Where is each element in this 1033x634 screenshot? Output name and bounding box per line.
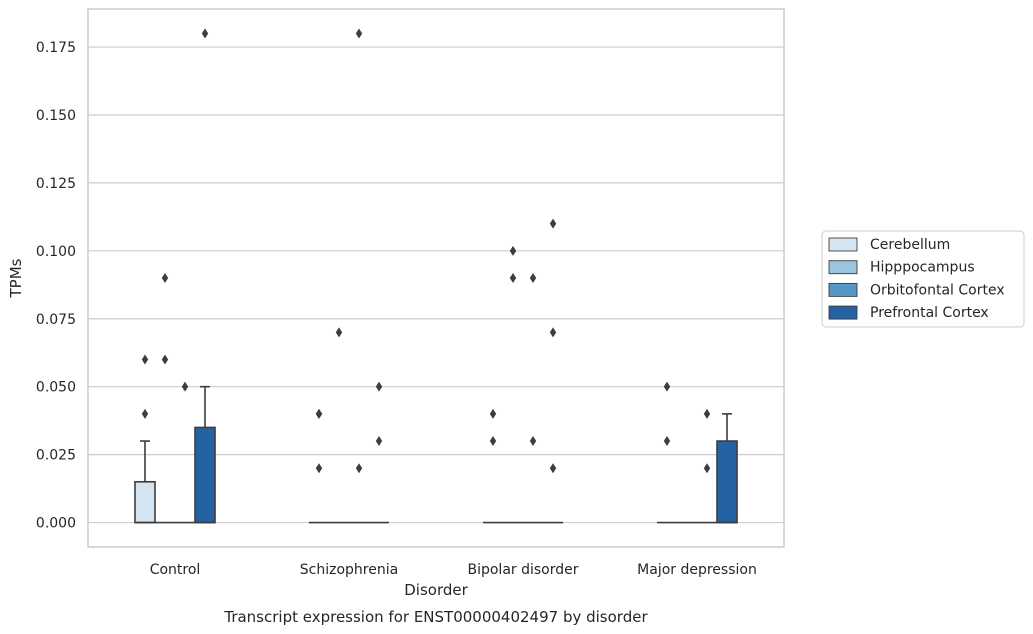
box [134,480,156,524]
outlier-point [529,273,537,283]
legend-swatch [828,282,858,297]
outlier-point [181,381,189,392]
x-tick-label: Major depression [637,562,757,578]
legend-label: Prefrontal Cortex [870,305,989,321]
legend-frame [821,230,1025,328]
outlier-point [161,273,169,283]
x-tick-labels: Control Schizophrenia Bipolar disorder Majo… [150,562,757,578]
legend-swatch [828,305,858,320]
box [716,440,738,524]
legend-swatch [828,260,858,275]
outlier-point [355,28,363,39]
x-tick-label: Control [150,562,201,578]
outlier-point [355,463,363,474]
outlier-point [489,436,497,447]
outlier-point [529,436,537,447]
outlier-point [161,354,169,365]
legend-label: Cerebellum [870,237,950,253]
box-plots [134,28,738,524]
outlier-point [703,463,711,474]
outlier-point [663,381,671,392]
outlier-point [489,408,497,419]
x-tick-label: Schizophrenia [300,562,398,578]
legend-swatch [828,237,858,252]
y-tick-label: 0.075 [36,312,76,328]
outlier-point [315,463,323,474]
outlier-point [509,245,517,256]
x-tick-label: Bipolar disorder [467,562,578,578]
x-axis-title: Disorder [404,581,468,599]
y-tick-label: 0.125 [36,176,76,192]
y-tick-label: 0.000 [36,516,76,532]
outlier-point [549,218,557,229]
y-tick-label: 0.150 [36,108,76,124]
chart-title: Transcript expression for ENST0000040249… [223,608,648,626]
y-tick-labels: 0.000 0.025 0.050 0.075 0.100 0.125 0.150 0.175 [36,40,76,532]
outlier-point [549,327,557,338]
gridlines [88,46,784,524]
y-tick-label: 0.050 [36,380,76,396]
outlier-point [335,327,343,338]
outlier-point [141,408,149,419]
y-tick-label: 0.100 [36,244,76,260]
y-axis-title: TPMs [7,258,25,298]
outlier-point [509,273,517,283]
outlier-point [141,354,149,365]
plot-frame [87,8,785,548]
outlier-point [375,381,383,392]
y-tick-label: 0.175 [36,40,76,56]
legend-label: Hipppocampus [870,260,975,276]
legend: Cerebellum Hipppocampus Orbitofontal Corte… [821,230,1025,328]
outlier-point [663,436,671,447]
legend-label: Orbitofontal Cortex [870,282,1005,298]
outlier-point [549,463,557,474]
y-tick-label: 0.025 [36,448,76,464]
outlier-point [375,436,383,447]
outlier-point [703,408,711,419]
box [194,426,216,524]
outlier-point [201,28,209,39]
outlier-point [315,408,323,419]
